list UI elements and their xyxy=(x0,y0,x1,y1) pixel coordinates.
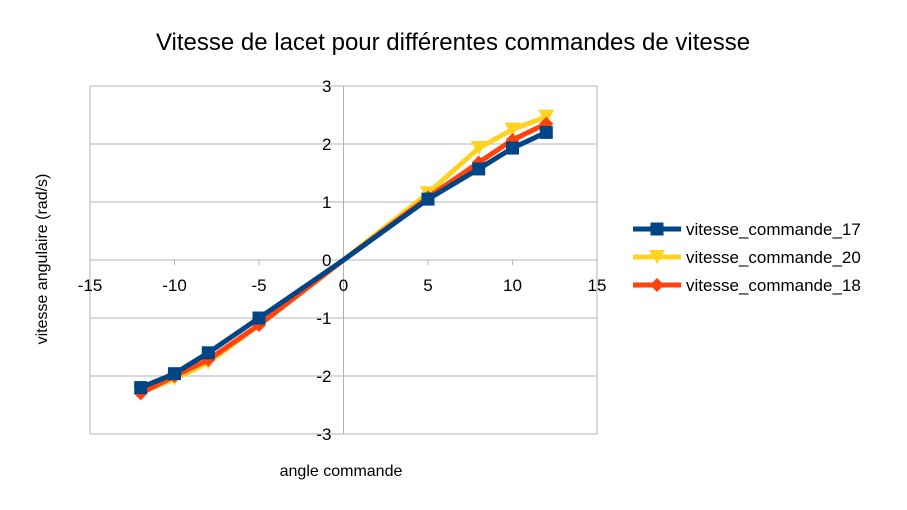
x-tick-label-2: -5 xyxy=(251,276,266,295)
chart-title: Vitesse de lacet pour différentes comman… xyxy=(156,29,750,56)
legend: vitesse_commande_17 vitesse_commande_20vi… xyxy=(633,220,861,295)
data-point-vitesse-commande-17-5 xyxy=(421,192,435,206)
data-point-vitesse-commande-17-3 xyxy=(252,311,266,325)
series-line-vitesse-commande-17 xyxy=(139,130,548,390)
y-tick-label-4: -1 xyxy=(316,309,331,328)
data-point-vitesse-commande-17-0 xyxy=(134,381,148,395)
data-point-vitesse-commande-17-6 xyxy=(472,162,486,176)
data-point-vitesse-commande-17-2 xyxy=(201,346,215,360)
legend-marker-vitesse-commande-20 xyxy=(649,250,665,264)
y-tick-label-5: -2 xyxy=(316,367,331,386)
data-point-vitesse-commande-17-8 xyxy=(539,125,553,139)
legend-label-vitesse-commande-17: vitesse_commande_17 xyxy=(686,220,861,239)
legend-marker-vitesse-commande-17 xyxy=(650,222,664,236)
x-tick-label-5: 10 xyxy=(503,276,522,295)
x-tick-label-3: 0 xyxy=(339,276,348,295)
x-tick-label-6: 15 xyxy=(588,276,607,295)
y-tick-label-6: -3 xyxy=(316,425,331,444)
data-point-vitesse-commande-20-6 xyxy=(470,141,487,156)
legend-label-vitesse-commande-20: vitesse_commande_20 xyxy=(686,248,861,267)
y-tick-label-3: 0 xyxy=(322,251,331,270)
x-axis-title: angle commande xyxy=(280,463,403,480)
data-point-vitesse-commande-17-7 xyxy=(506,141,519,155)
x-tick-label-0: -15 xyxy=(78,276,103,295)
data-point-vitesse-commande-20-7 xyxy=(504,122,521,137)
y-axis-title: vitesse angulaire (rad/s) xyxy=(34,174,51,345)
y-tick-label-2: 1 xyxy=(322,193,331,212)
legend-label-vitesse-commande-18: vitesse_commande_18 xyxy=(686,276,861,295)
y-tick-label-1: 2 xyxy=(322,135,331,154)
x-tick-label-4: 5 xyxy=(423,276,432,295)
legend-marker-vitesse-commande-18 xyxy=(650,278,664,292)
y-tick-label-0: 3 xyxy=(322,77,331,96)
data-point-vitesse-commande-17-1 xyxy=(168,367,181,381)
x-tick-label-1: -10 xyxy=(162,276,187,295)
